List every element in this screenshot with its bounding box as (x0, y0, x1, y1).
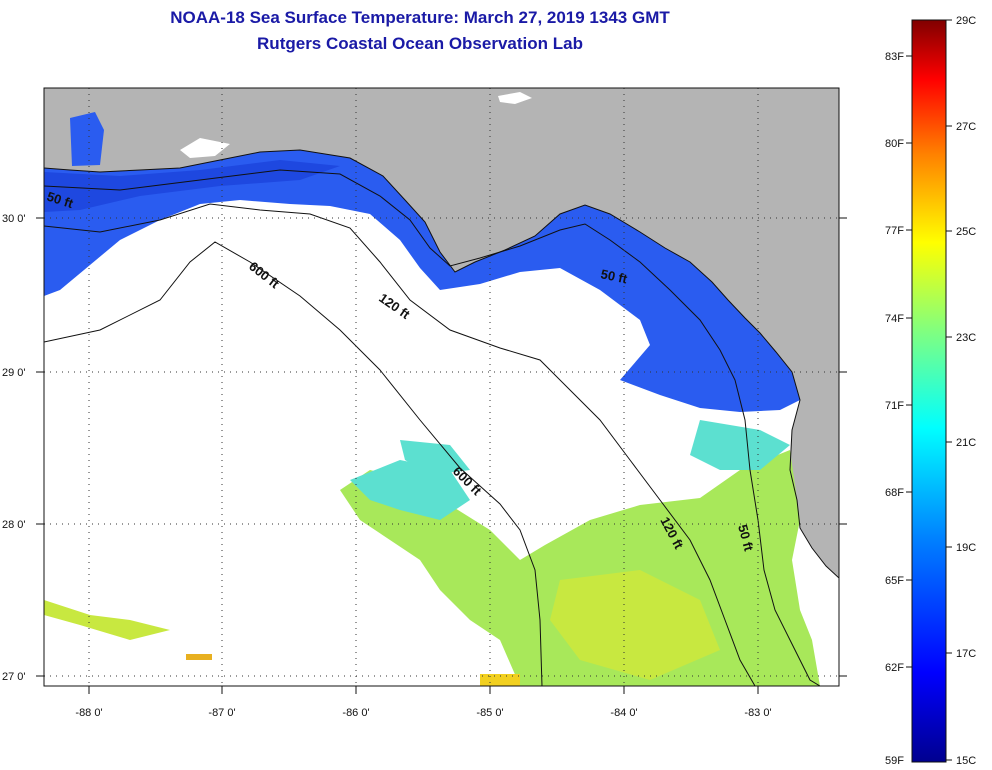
colorbar-c-label: 21C (956, 437, 976, 449)
contour-600ft (44, 241, 543, 686)
colorbar-c-label: 25C (956, 226, 976, 238)
map-border (43, 87, 840, 687)
colorbar-f-label: 80F (885, 138, 904, 150)
colorbar-f-label: 65F (885, 575, 904, 587)
colorbar-c-label: 15C (956, 755, 976, 767)
inland-bay (180, 138, 230, 158)
lat-label: 29 0' (2, 367, 26, 379)
cold-water-core (44, 160, 340, 212)
lon-label: -84 0' (610, 707, 637, 719)
lon-label: -83 0' (744, 707, 771, 719)
land-mass (44, 88, 839, 578)
teal-patch-2 (690, 420, 790, 470)
colorbar-c-label: 19C (956, 542, 976, 554)
lon-label: -88 0' (75, 707, 102, 719)
colorbar-c-label: 23C (956, 332, 976, 344)
lat-label: 30 0' (2, 213, 26, 225)
colorbar-f-label: 74F (885, 313, 904, 325)
contour-50ft (44, 169, 821, 686)
inland-lake (498, 92, 532, 104)
coastline (44, 149, 839, 579)
colorbar-c-label: 27C (956, 121, 976, 133)
contour-label: 50 ft (599, 266, 629, 286)
colorbar-c-label: 17C (956, 648, 976, 660)
colorbar-ticks (906, 19, 952, 761)
lat-label: 28 0' (2, 519, 26, 531)
cold-water-north (44, 150, 800, 412)
colorbar-f-label: 68F (885, 487, 904, 499)
lon-label: -86 0' (342, 707, 369, 719)
orange-spot (186, 654, 212, 660)
colorbar-c-label: 29C (956, 15, 976, 27)
yellow-patch-west (44, 600, 170, 640)
contour-label: 50 ft (735, 523, 757, 553)
colorbar-f-label: 62F (885, 662, 904, 674)
map-grid (44, 88, 839, 686)
frame-ticks (36, 217, 847, 694)
colorbar-f-label: 83F (885, 51, 904, 63)
bay-water (70, 112, 104, 166)
yellow-patch-south (550, 570, 720, 680)
lon-label: -87 0' (208, 707, 235, 719)
teal-patch-3 (400, 440, 470, 475)
teal-patch-1 (350, 460, 470, 520)
lat-label: 27 0' (2, 671, 26, 683)
contour-120ft (44, 203, 756, 686)
lon-label: -85 0' (476, 707, 503, 719)
colorbar-f-label: 77F (885, 225, 904, 237)
colorbar (911, 19, 947, 763)
colorbar-f-label: 59F (885, 755, 904, 767)
colorbar-f-label: 71F (885, 400, 904, 412)
map-title: NOAA-18 Sea Surface Temperature: March 2… (170, 8, 670, 27)
map-subtitle: Rutgers Coastal Ocean Observation Lab (257, 34, 583, 53)
